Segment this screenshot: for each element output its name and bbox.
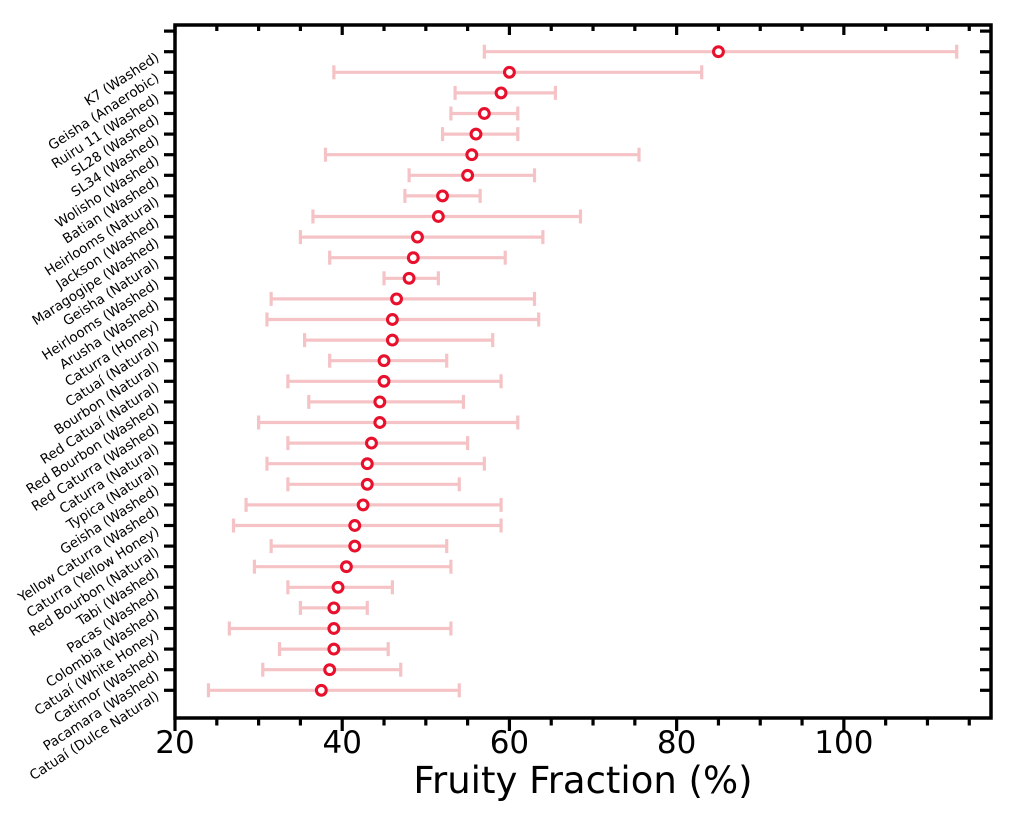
data-point xyxy=(465,148,479,162)
data-point xyxy=(469,127,483,141)
data-point xyxy=(331,580,345,594)
x-axis-label: Fruity Fraction (%) xyxy=(413,759,752,802)
x-tick-label: 60 xyxy=(490,725,529,761)
data-point xyxy=(339,560,353,574)
data-point xyxy=(402,271,416,285)
x-tick-label: 80 xyxy=(657,725,696,761)
data-point xyxy=(436,189,449,203)
data-point xyxy=(477,107,491,120)
data-point xyxy=(327,601,341,615)
data-point xyxy=(373,416,387,429)
data-point xyxy=(431,210,445,223)
data-point xyxy=(348,539,362,553)
data-point xyxy=(411,230,424,244)
x-tick-label: 100 xyxy=(814,725,873,761)
data-point xyxy=(390,292,404,306)
error-bars-layer xyxy=(206,44,959,698)
data-point xyxy=(327,622,341,635)
data-point xyxy=(348,519,362,532)
data-point xyxy=(377,374,391,388)
data-point xyxy=(461,168,475,182)
x-tick-labels: 20 40 60 80 100 xyxy=(155,725,873,761)
plot-frame xyxy=(173,23,993,720)
data-point xyxy=(365,436,378,450)
data-point xyxy=(373,395,387,409)
y-tick-labels: K7 (Washed)Geisha (Anaerobic)Ruiru 11 (W… xyxy=(15,50,163,784)
data-point xyxy=(360,457,374,471)
markers-layer xyxy=(314,45,725,697)
data-point xyxy=(406,251,420,265)
data-point xyxy=(494,86,508,100)
data-point xyxy=(314,683,328,697)
data-point xyxy=(377,354,391,368)
data-point xyxy=(385,333,399,347)
data-point xyxy=(323,663,337,677)
axes-layer xyxy=(164,23,993,731)
data-point xyxy=(711,45,725,59)
x-tick-label: 20 xyxy=(155,725,194,761)
data-point xyxy=(360,477,374,491)
data-point xyxy=(327,642,341,656)
data-point xyxy=(356,498,370,512)
data-point xyxy=(502,65,516,79)
x-tick-label: 40 xyxy=(322,725,361,761)
data-point xyxy=(385,313,399,326)
